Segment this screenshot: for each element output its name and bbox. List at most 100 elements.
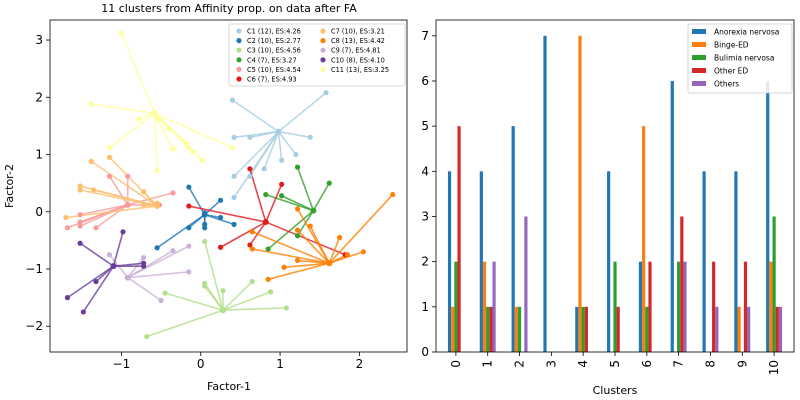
- bar: [447, 171, 452, 352]
- cluster-point: [390, 191, 396, 198]
- cluster-link: [164, 292, 224, 311]
- bar: [645, 306, 649, 352]
- cluster-points: [63, 30, 396, 340]
- cluster-link: [249, 168, 267, 223]
- cluster-point: [249, 278, 255, 285]
- cluster-point: [265, 246, 271, 252]
- cluster-point: [307, 134, 313, 140]
- cluster-point: [106, 252, 113, 258]
- cluster-link: [222, 281, 253, 311]
- cluster-link: [309, 225, 330, 264]
- bar: [743, 261, 748, 352]
- y-tick-label: 2: [421, 255, 429, 269]
- cluster-link: [249, 130, 279, 139]
- legend-marker: [236, 38, 242, 44]
- cluster-point: [64, 295, 71, 301]
- cluster-point: [199, 157, 205, 163]
- scatter-x-axis-label: Factor-1: [207, 380, 251, 393]
- legend-marker: [320, 57, 326, 63]
- bar: [511, 126, 515, 352]
- y-tick-label: 0: [35, 205, 43, 219]
- cluster-link: [120, 32, 156, 114]
- y-tick-label: 7: [421, 29, 429, 43]
- legend-label: C10 (8), ES:4.10: [331, 56, 385, 64]
- cluster-point: [202, 283, 208, 289]
- cluster-center: [124, 274, 131, 281]
- cluster-point: [265, 276, 271, 282]
- cluster-point: [141, 263, 147, 269]
- cluster-point: [323, 90, 329, 96]
- cluster-point: [247, 134, 253, 140]
- legend-marker: [236, 47, 242, 53]
- cluster-point: [88, 101, 94, 107]
- cluster-point: [190, 149, 196, 155]
- x-tick-label: 0: [197, 357, 205, 371]
- cluster-point: [231, 134, 237, 140]
- cluster-link: [277, 131, 283, 161]
- cluster-point: [93, 225, 99, 231]
- cluster-link: [296, 166, 315, 211]
- cluster-link: [222, 291, 271, 311]
- bars: [447, 35, 783, 353]
- cluster-point: [261, 166, 267, 172]
- scatter-chart: 11 clusters from Affinity prop. on data …: [3, 2, 408, 393]
- cluster-point: [77, 183, 83, 189]
- cluster-point: [186, 145, 192, 151]
- cluster-point: [202, 238, 208, 245]
- legend-label: C8 (13), ES:4.42: [331, 37, 385, 45]
- cluster-point: [247, 173, 253, 179]
- bar: [683, 261, 687, 352]
- cluster-point: [118, 30, 124, 36]
- cluster-point: [283, 305, 290, 311]
- cluster-point: [125, 173, 131, 179]
- bar: [616, 306, 620, 352]
- cluster-link: [233, 131, 280, 177]
- bar-x-axis-label: Clusters: [593, 384, 638, 397]
- cluster-point: [186, 243, 192, 249]
- cluster-point: [186, 184, 192, 190]
- cluster-link: [112, 231, 124, 267]
- cluster-point: [91, 187, 97, 193]
- bar: [680, 216, 684, 352]
- cluster-point: [279, 181, 285, 187]
- bar: [642, 126, 646, 352]
- cluster-point: [141, 202, 147, 208]
- cluster-center: [124, 201, 131, 208]
- bar: [715, 306, 719, 352]
- bar: [482, 261, 487, 352]
- cluster-link: [233, 131, 280, 198]
- cluster-point: [106, 173, 113, 179]
- cluster-point: [344, 252, 351, 258]
- scatter-y-axis-label: Factor-2: [3, 164, 16, 208]
- y-tick-label: 3: [421, 209, 429, 223]
- cluster-point: [141, 254, 147, 261]
- y-tick-label: −2: [25, 319, 43, 333]
- cluster-point: [231, 194, 237, 201]
- bar: [524, 216, 528, 352]
- cluster-point: [326, 180, 332, 186]
- cluster-link: [204, 285, 224, 311]
- cluster-point: [141, 189, 147, 195]
- cluster-center: [154, 203, 161, 210]
- legend-label: Other ED: [714, 67, 748, 76]
- cluster-center: [201, 211, 208, 218]
- bar: [702, 171, 706, 352]
- cluster-point: [183, 140, 190, 146]
- cluster-link: [267, 262, 330, 281]
- legend-label: C4 (7), ES:3.27: [247, 56, 297, 64]
- cluster-link: [232, 99, 279, 133]
- cluster-link: [278, 130, 311, 139]
- legend-marker: [320, 66, 326, 72]
- y-tick-label: 1: [35, 148, 43, 162]
- legend-swatch: [692, 42, 706, 47]
- x-tick-label: 1: [276, 357, 284, 371]
- cluster-link: [188, 205, 266, 223]
- cluster-point: [229, 145, 236, 151]
- cluster-link: [127, 276, 162, 302]
- cluster-point: [202, 225, 208, 231]
- cluster-link: [312, 182, 330, 212]
- legend-label: Bulimia nervosa: [714, 54, 774, 63]
- legend-marker: [320, 47, 326, 53]
- cluster-link: [188, 186, 206, 216]
- x-tick-label: 4: [576, 360, 590, 368]
